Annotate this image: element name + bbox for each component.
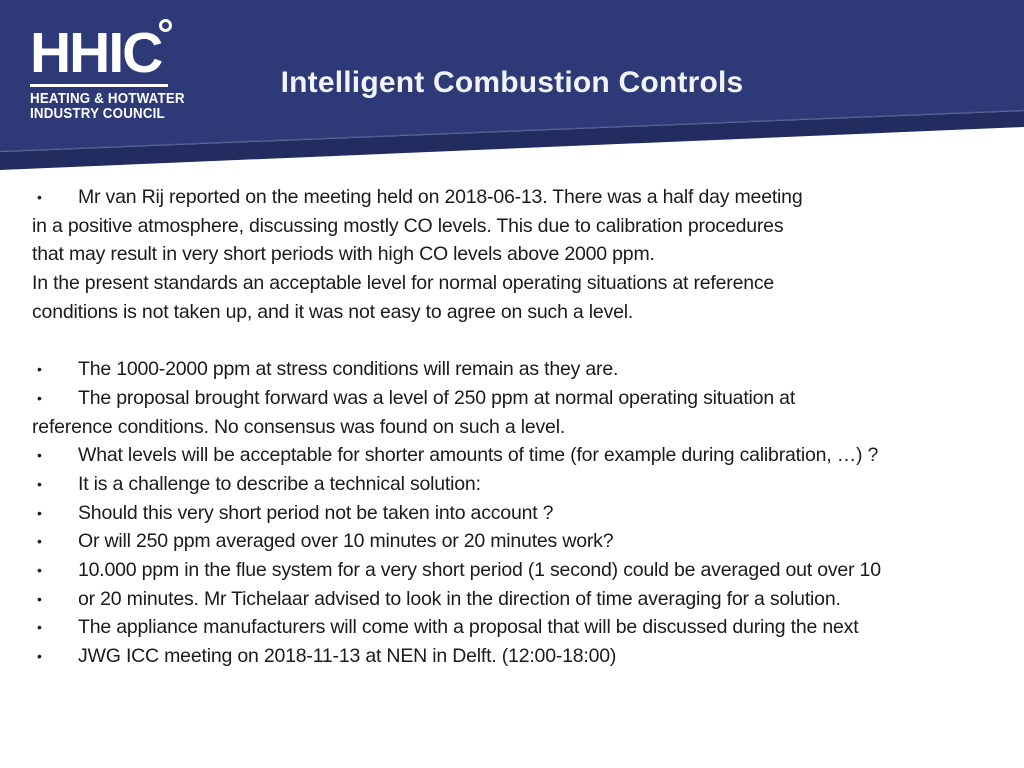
logo-acronym-text: HHIC: [30, 21, 163, 85]
text-line: reference conditions. No consensus was f…: [32, 413, 992, 442]
bullet-list-item: • JWG ICC meeting on 2018-11-13 at NEN in…: [32, 642, 992, 671]
line-text: The proposal brought forward was a level…: [78, 386, 796, 409]
bullet-list-item: • What levels will be acceptable for shor…: [32, 441, 992, 470]
header-banner-stripe: [0, 111, 1024, 170]
text-line: In the present standards an acceptable l…: [32, 269, 992, 298]
line-text: conditions is not taken up, and it was n…: [32, 300, 634, 323]
bullet-icon: •: [37, 561, 42, 578]
degree-ring-icon: [159, 19, 173, 32]
bullet-list-item: • Or will 250 ppm averaged over 10 minute…: [32, 527, 992, 556]
line-text: reference conditions. No consensus was f…: [32, 415, 566, 438]
bullet-icon: •: [37, 447, 42, 464]
line-text: The 1000-2000 ppm at stress conditions w…: [78, 358, 619, 381]
line-text: Or will 250 ppm averaged over 10 minutes…: [78, 530, 614, 553]
header-highlight-line: [0, 109, 1024, 153]
line-text: Should this very short period not be tak…: [78, 501, 554, 524]
header-banner-main: [0, 0, 1024, 152]
bullet-list-item: • The 1000-2000 ppm at stress conditions …: [32, 355, 992, 384]
bullet-icon: •: [37, 504, 42, 521]
bullet-list-item: • The appliance manufacturers will come w…: [32, 613, 992, 642]
bullet-list-item: • or 20 minutes. Mr Tichelaar advised to …: [32, 585, 992, 614]
text-line: [32, 326, 992, 355]
header-banner: [0, 0, 1024, 170]
bullet-icon: •: [37, 189, 42, 205]
line-text: 10.000 ppm in the flue system for a very…: [78, 558, 881, 581]
logo-acronym: HHIC: [30, 19, 198, 85]
line-text: Mr van Rij reported on the meeting held …: [78, 186, 803, 208]
text-line: in a positive atmosphere, discussing mos…: [32, 212, 992, 241]
line-text: What levels will be acceptable for short…: [78, 444, 879, 467]
bullet-icon: •: [37, 361, 42, 378]
line-text: In the present standards an acceptable l…: [32, 272, 775, 295]
line-text: that may result in very short periods wi…: [32, 243, 655, 266]
line-text: or 20 minutes. Mr Tichelaar advised to l…: [78, 587, 841, 610]
bullet-icon: •: [37, 389, 42, 406]
line-text: in a positive atmosphere, discussing mos…: [32, 214, 784, 237]
text-line: that may result in very short periods wi…: [32, 240, 992, 269]
bullet-list-item: • 10.000 ppm in the flue system for a ver…: [32, 556, 992, 585]
line-text: JWG ICC meeting on 2018-11-13 at NEN in …: [78, 645, 617, 667]
bullet-list-item: • It is a challenge to describe a technic…: [32, 470, 992, 499]
slide-title: Intelligent Combustion Controls: [280, 66, 744, 99]
line-text: It is a challenge to describe a technica…: [78, 472, 481, 495]
bullet-list-item: • The proposal brought forward was a leve…: [32, 384, 992, 413]
bullet-icon: •: [37, 533, 42, 550]
logo-subtitle-line2: INDUSTRY COUNCIL: [30, 105, 165, 122]
bullet-icon: •: [37, 475, 42, 492]
bullet-list-item: • Mr van Rij reported on the meeting held…: [32, 183, 992, 212]
bullet-icon: •: [37, 648, 42, 664]
logo-subtitle-line1: HEATING & HOTWATER: [30, 90, 185, 107]
line-text: The appliance manufacturers will come wi…: [78, 616, 859, 639]
hhic-logo: HHIC HEATING & HOTWATER INDUSTRY COUNCIL: [30, 19, 198, 122]
logo-divider: [30, 84, 168, 87]
text-line: conditions is not taken up, and it was n…: [32, 298, 992, 327]
bullet-icon: •: [37, 619, 42, 636]
body-text: • Mr van Rij reported on the meeting held…: [32, 183, 992, 671]
bullet-list-item: • Should this very short period not be ta…: [32, 499, 992, 528]
bullet-icon: •: [37, 590, 42, 607]
